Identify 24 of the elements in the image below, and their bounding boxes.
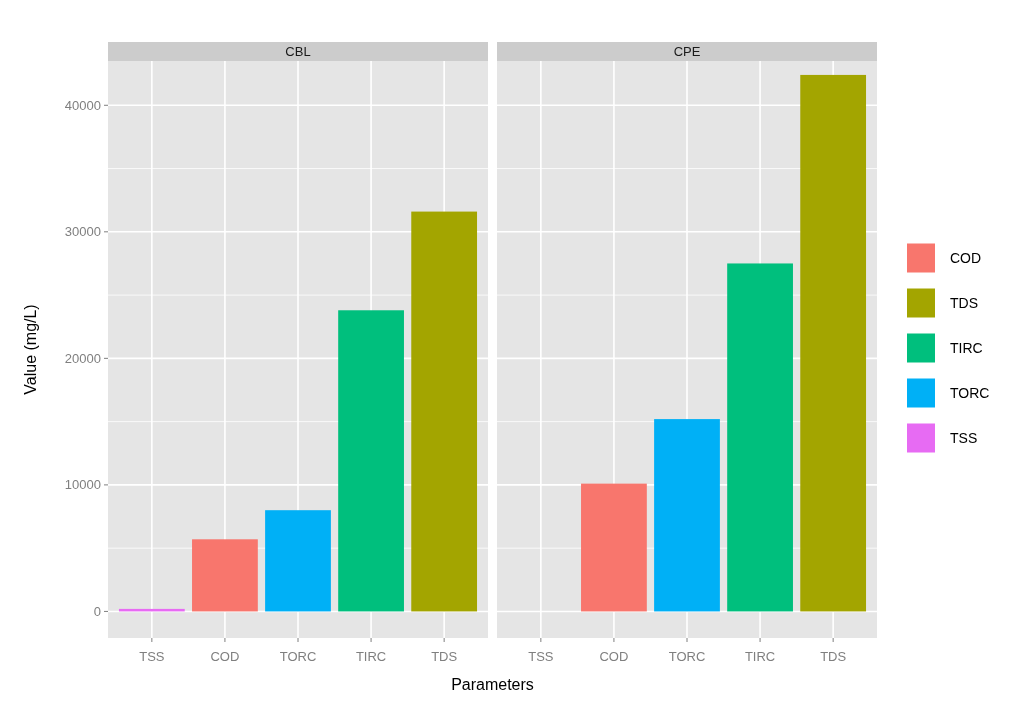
y-tick-label: 10000	[64, 477, 101, 493]
y-tick-label: 20000	[64, 350, 101, 366]
x-tick-label: TSS	[528, 649, 554, 664]
x-tick-label: TDS	[820, 649, 847, 664]
y-tick-label: 30000	[64, 224, 101, 240]
x-tick-label: TDS	[431, 649, 458, 664]
legend-label: TIRC	[950, 339, 983, 356]
legend-label: COD	[950, 249, 982, 266]
chart-title: CPE	[673, 44, 701, 59]
chart-title: CBL	[285, 44, 311, 59]
x-tick-label: TSS	[139, 649, 165, 664]
x-tick-label: COD	[599, 649, 629, 664]
x-tick-label: TORC	[279, 649, 317, 664]
x-tick-label: COD	[210, 649, 240, 664]
legend-label: TSS	[950, 429, 978, 446]
x-tick-label: TORC	[668, 649, 706, 664]
legend-label: TORC	[950, 384, 990, 401]
y-axis-title: Value (mg/L)	[22, 304, 39, 395]
x-tick-label: TIRC	[355, 649, 387, 664]
y-tick-label: 40000	[64, 97, 101, 113]
x-tick-label: TIRC	[744, 649, 776, 664]
x-axis-title: Parameters	[451, 676, 534, 693]
legend-label: TDS	[950, 294, 978, 311]
y-tick-label: 0	[93, 603, 101, 619]
